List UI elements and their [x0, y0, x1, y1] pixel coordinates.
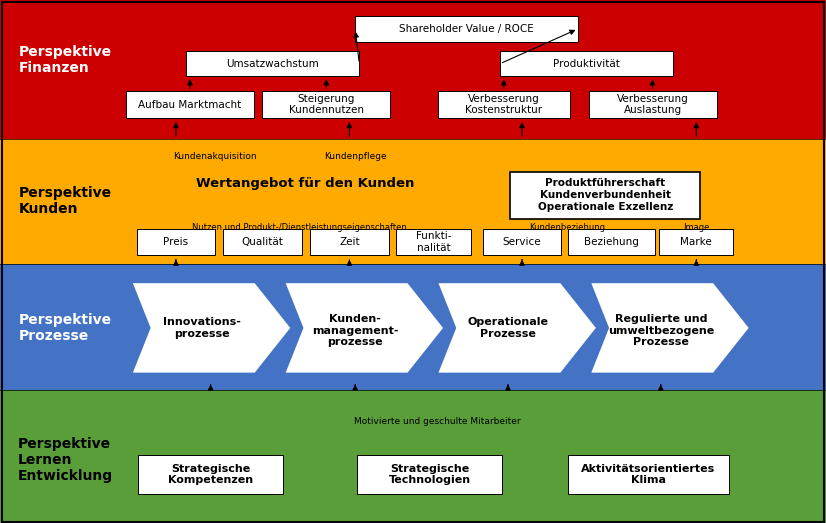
- Bar: [510, 172, 700, 219]
- Text: Kundenakquisition: Kundenakquisition: [173, 152, 257, 162]
- Text: Service: Service: [503, 237, 541, 247]
- Bar: [568, 454, 729, 494]
- Text: Aufbau Marktmacht: Aufbau Marktmacht: [139, 99, 242, 110]
- Bar: [223, 229, 302, 255]
- Text: Preis: Preis: [164, 237, 188, 247]
- Text: Marke: Marke: [681, 237, 712, 247]
- Text: Wertangebot für den Kunden: Wertangebot für den Kunden: [197, 177, 415, 189]
- Bar: [438, 91, 570, 118]
- Bar: [311, 229, 389, 255]
- Text: Steigerung
Kundennutzen: Steigerung Kundennutzen: [289, 94, 363, 116]
- Bar: [358, 454, 501, 494]
- Text: Kundenpflege: Kundenpflege: [324, 152, 387, 162]
- Bar: [568, 229, 655, 255]
- Text: Perspektive
Lernen
Entwicklung: Perspektive Lernen Entwicklung: [17, 437, 113, 483]
- Bar: [139, 454, 282, 494]
- Bar: [355, 16, 578, 42]
- Text: Kundenbeziehung: Kundenbeziehung: [529, 223, 605, 232]
- Bar: [0, 139, 826, 264]
- Bar: [0, 0, 826, 139]
- Text: Strategische
Technologien: Strategische Technologien: [388, 463, 471, 485]
- Text: Nutzen und Produkt-/Dienstleistungseigenschaften: Nutzen und Produkt-/Dienstleistungseigen…: [192, 223, 407, 232]
- Bar: [0, 264, 826, 390]
- Text: Kunden-
management-
prozesse: Kunden- management- prozesse: [312, 314, 398, 347]
- Text: Strategische
Kompetenzen: Strategische Kompetenzen: [168, 463, 254, 485]
- Text: Produktivität: Produktivität: [553, 59, 620, 69]
- Text: Regulierte und
umweltbezogene
Prozesse: Regulierte und umweltbezogene Prozesse: [608, 314, 714, 347]
- Bar: [659, 229, 733, 255]
- Text: Beziehung: Beziehung: [584, 237, 638, 247]
- Bar: [126, 91, 254, 118]
- Bar: [263, 91, 391, 118]
- Text: Innovations-
prozesse: Innovations- prozesse: [164, 317, 241, 339]
- Text: Umsatzwachstum: Umsatzwachstum: [226, 59, 319, 69]
- Bar: [482, 229, 562, 255]
- Text: Motivierte und geschulte Mitarbeiter: Motivierte und geschulte Mitarbeiter: [354, 416, 521, 426]
- Polygon shape: [284, 282, 444, 373]
- Text: Zeit: Zeit: [339, 237, 359, 247]
- Text: Perspektive
Finanzen: Perspektive Finanzen: [19, 45, 112, 75]
- Bar: [500, 51, 673, 76]
- Polygon shape: [131, 282, 292, 373]
- Text: Produktführerschaft
Kundenverbundenheit
Operationale Exzellenz: Produktführerschaft Kundenverbundenheit …: [538, 178, 673, 212]
- Polygon shape: [590, 282, 750, 373]
- Bar: [0, 390, 826, 523]
- Text: Verbesserung
Auslastung: Verbesserung Auslastung: [617, 94, 688, 116]
- Bar: [186, 51, 359, 76]
- Bar: [396, 229, 471, 255]
- Text: Verbesserung
Kostenstruktur: Verbesserung Kostenstruktur: [465, 94, 543, 116]
- Text: Funkti-
nalität: Funkti- nalität: [416, 231, 451, 253]
- Text: Aktivitätsorientiertes
Klima: Aktivitätsorientiertes Klima: [582, 463, 715, 485]
- Polygon shape: [437, 282, 597, 373]
- Bar: [136, 229, 215, 255]
- Text: Perspektive
Kunden: Perspektive Kunden: [19, 186, 112, 217]
- Text: Image: Image: [683, 223, 710, 232]
- Text: Operationale
Prozesse: Operationale Prozesse: [468, 317, 548, 339]
- Bar: [588, 91, 717, 118]
- Text: Shareholder Value / ROCE: Shareholder Value / ROCE: [399, 24, 534, 34]
- Text: Qualität: Qualität: [242, 237, 283, 247]
- Text: Perspektive
Prozesse: Perspektive Prozesse: [19, 313, 112, 343]
